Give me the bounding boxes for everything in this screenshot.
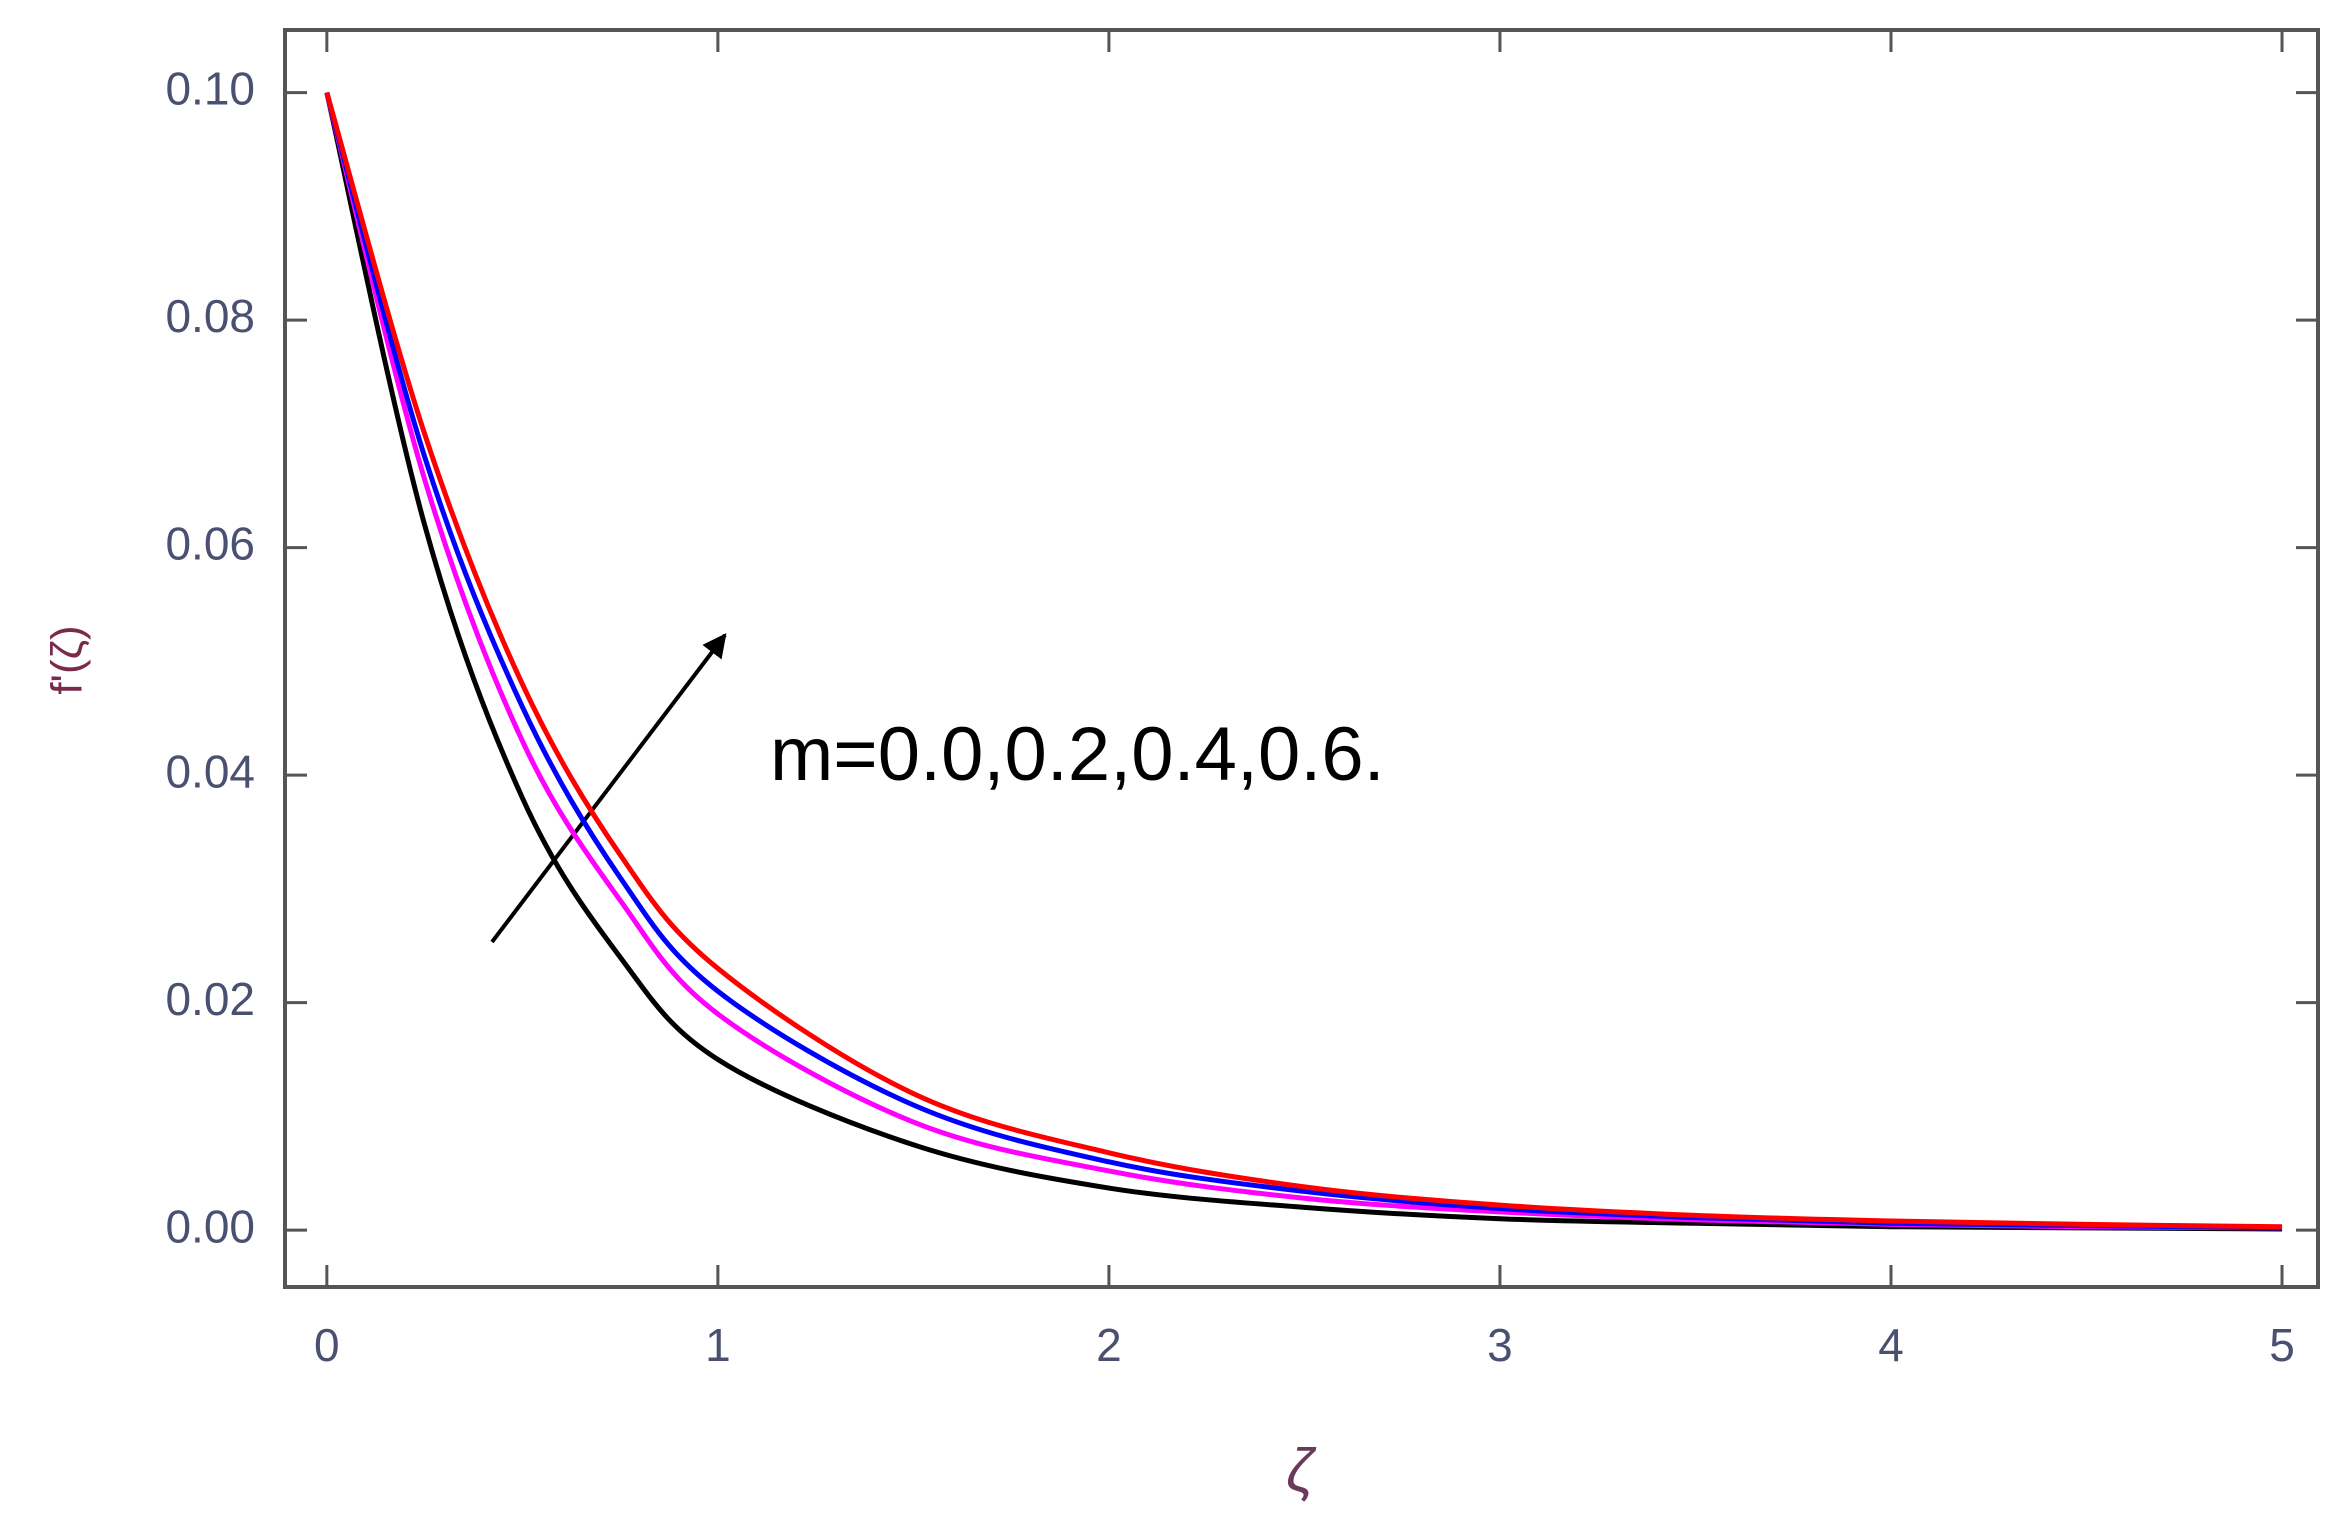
arrow: [490, 633, 727, 944]
series-line: [324, 91, 2283, 1231]
y-axis-label: f'(ζ): [43, 625, 92, 694]
series-line: [324, 91, 2283, 1230]
x-tick-label: 1: [705, 1319, 731, 1371]
series-line: [324, 92, 2283, 1232]
x-tick-label: 4: [1878, 1319, 1904, 1371]
y-tick-label: 0.04: [165, 745, 255, 797]
x-tick-label: 2: [1096, 1319, 1122, 1371]
y-tick-label: 0.00: [165, 1200, 255, 1252]
y-tick-label: 0.08: [165, 290, 255, 342]
y-tick-label: 0.02: [165, 973, 255, 1025]
x-tick-label: 0: [314, 1319, 340, 1371]
y-tick-label: 0.06: [165, 518, 255, 570]
x-axis-label: ζ: [1286, 1437, 1317, 1504]
x-tick-label: 3: [1487, 1319, 1513, 1371]
series-line: [324, 91, 2283, 1231]
x-tick-label: 5: [2269, 1319, 2295, 1371]
annotation: m=0.0,0.2,0.4,0.6.: [770, 712, 1385, 797]
plot-frame: [283, 28, 2320, 1289]
y-tick-label: 0.10: [165, 63, 255, 115]
